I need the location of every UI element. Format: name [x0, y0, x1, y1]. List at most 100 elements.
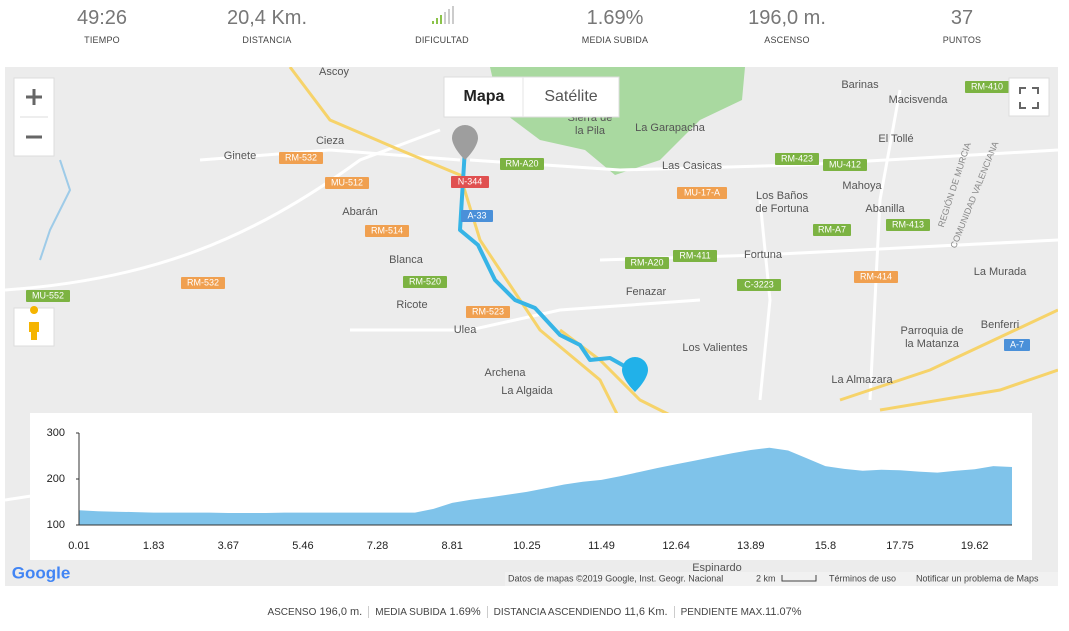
road-label: RM-532: [285, 152, 317, 162]
stat-value: 1.69%: [586, 7, 644, 29]
stat: 196,0 m. ASCENSO: [712, 6, 862, 45]
stat-label: DISTANCIA: [242, 35, 292, 45]
map-type-button[interactable]: Mapa: [464, 88, 505, 105]
x-tick-label: 0.01: [68, 540, 89, 552]
zoom-control: [13, 77, 55, 157]
road-label: RM-523: [472, 306, 504, 316]
stat-value: [367, 6, 517, 30]
place-label: La Algaida: [501, 385, 553, 397]
road-label: RM-520: [409, 276, 441, 286]
place-label: Cieza: [316, 135, 345, 147]
google-logo: Google: [12, 563, 71, 582]
x-tick-label: 10.25: [513, 540, 541, 552]
footer-value: 1.69%: [449, 606, 481, 618]
x-tick-label: 8.81: [441, 540, 462, 552]
footer-label: MEDIA SUBIDA: [375, 607, 447, 618]
footer-item: MEDIA SUBIDA 1.69%: [369, 606, 488, 618]
road-label: RM-532: [187, 277, 219, 287]
place-label: Las Casicas: [662, 160, 722, 172]
road-shield: [403, 276, 447, 288]
difficulty-bar: [436, 18, 438, 24]
road-label: A-7: [1010, 339, 1024, 349]
terms-link[interactable]: Términos de uso: [829, 573, 896, 583]
road-shield: [500, 158, 544, 170]
place-label: Benferri: [981, 319, 1020, 331]
scale-label: 2 km: [756, 573, 776, 583]
road-label: RM-411: [679, 250, 710, 260]
road-label: MU-17-A: [684, 187, 720, 197]
road-shield: [854, 271, 898, 283]
scale-bar: [781, 575, 817, 582]
x-tick-label: 17.75: [886, 540, 914, 552]
stat-label: TIEMPO: [84, 35, 120, 45]
place-label: Ricote: [396, 299, 427, 311]
footer-label: PENDIENTE MAX.: [680, 607, 766, 618]
y-tick-label: 300: [47, 427, 65, 439]
stat-value: 37: [950, 7, 974, 29]
road-label: RM-A20: [630, 257, 663, 267]
difficulty-bar: [432, 21, 434, 24]
road-label: N-344: [458, 176, 483, 186]
difficulty-bar: [444, 12, 446, 24]
road-shield: [673, 250, 717, 262]
road-shield: [886, 219, 930, 231]
place-label: Barinas: [841, 79, 879, 91]
place-label: Archena: [485, 367, 527, 379]
difficulty-bar: [440, 15, 442, 24]
road-label: MU-512: [331, 177, 363, 187]
place-label: Espinardo: [692, 562, 742, 574]
road-shield: [26, 290, 70, 302]
stat-value: 196,0 m.: [748, 7, 826, 29]
place-label: El Tollé: [878, 133, 913, 145]
stat-value: 20,4 Km.: [226, 7, 308, 29]
map-type-control: [443, 76, 620, 118]
end-marker: [622, 357, 648, 392]
road-shield: [451, 176, 489, 188]
river: [39, 159, 72, 261]
place-label: Los Valientes: [682, 342, 748, 354]
road-shield: [1004, 339, 1030, 351]
place-label: La Murada: [974, 266, 1027, 278]
road-shield: [775, 153, 819, 165]
stat-label: ASCENSO: [764, 35, 810, 45]
place-label: Mahoya: [842, 180, 882, 192]
x-tick-label: 13.89: [737, 540, 765, 552]
road-shield: [965, 81, 1009, 93]
footer-item: PENDIENTE MAX.11.07%: [675, 606, 808, 618]
y-tick-label: 100: [47, 519, 65, 531]
footer-label: DISTANCIA ASCENDIENDO: [493, 607, 622, 618]
footer-item: ASCENSO 196,0 m.: [261, 606, 370, 618]
x-tick-label: 1.83: [143, 540, 164, 552]
elevation-chart: 100 200 300 0.01 1.83 3.67 5.46 7.28 8.81 10.25 11…: [47, 427, 1012, 552]
stat: 37 PUNTOS: [887, 6, 1037, 45]
map-type-button[interactable]: Satélite: [544, 88, 597, 105]
stat: 1.69% MEDIA SUBIDA: [540, 6, 690, 45]
x-tick-label: 7.28: [367, 540, 388, 552]
road-shield: [279, 152, 323, 164]
place-label: Ascoy: [319, 67, 349, 78]
report-link[interactable]: Notificar un problema de Maps: [916, 573, 1039, 583]
road-shield: [813, 224, 851, 236]
road-label: RM-423: [781, 153, 813, 163]
road-label: RM-410: [971, 81, 1003, 91]
difficulty-icon: [432, 6, 454, 24]
place-label: Fenazar: [626, 286, 667, 298]
place-label: Parroquia de la Matanza: [901, 325, 964, 350]
pegman: [29, 306, 39, 340]
fullscreen-button[interactable]: [1008, 77, 1050, 117]
place-label: La Almazara: [831, 374, 893, 386]
footer-label: ASCENSO: [267, 607, 317, 618]
place-label: La Garapacha: [635, 122, 706, 134]
x-tick-label: 19.62: [961, 540, 989, 552]
footer-value: 196,0 m.: [319, 606, 363, 618]
stat: 20,4 Km. DISTANCIA: [192, 6, 342, 45]
stat-label: DIFICULTAD: [415, 35, 469, 45]
zoom-in[interactable]: [26, 89, 42, 105]
x-tick-label: 3.67: [218, 540, 239, 552]
stat: 49:26 TIEMPO: [27, 6, 177, 45]
place-label: Ginete: [224, 150, 256, 162]
road-shield: [737, 279, 781, 291]
y-tick-label: 200: [47, 473, 65, 485]
x-tick-label: 15.8: [815, 540, 836, 552]
place-label: Los Baños de Fortuna: [755, 190, 809, 215]
